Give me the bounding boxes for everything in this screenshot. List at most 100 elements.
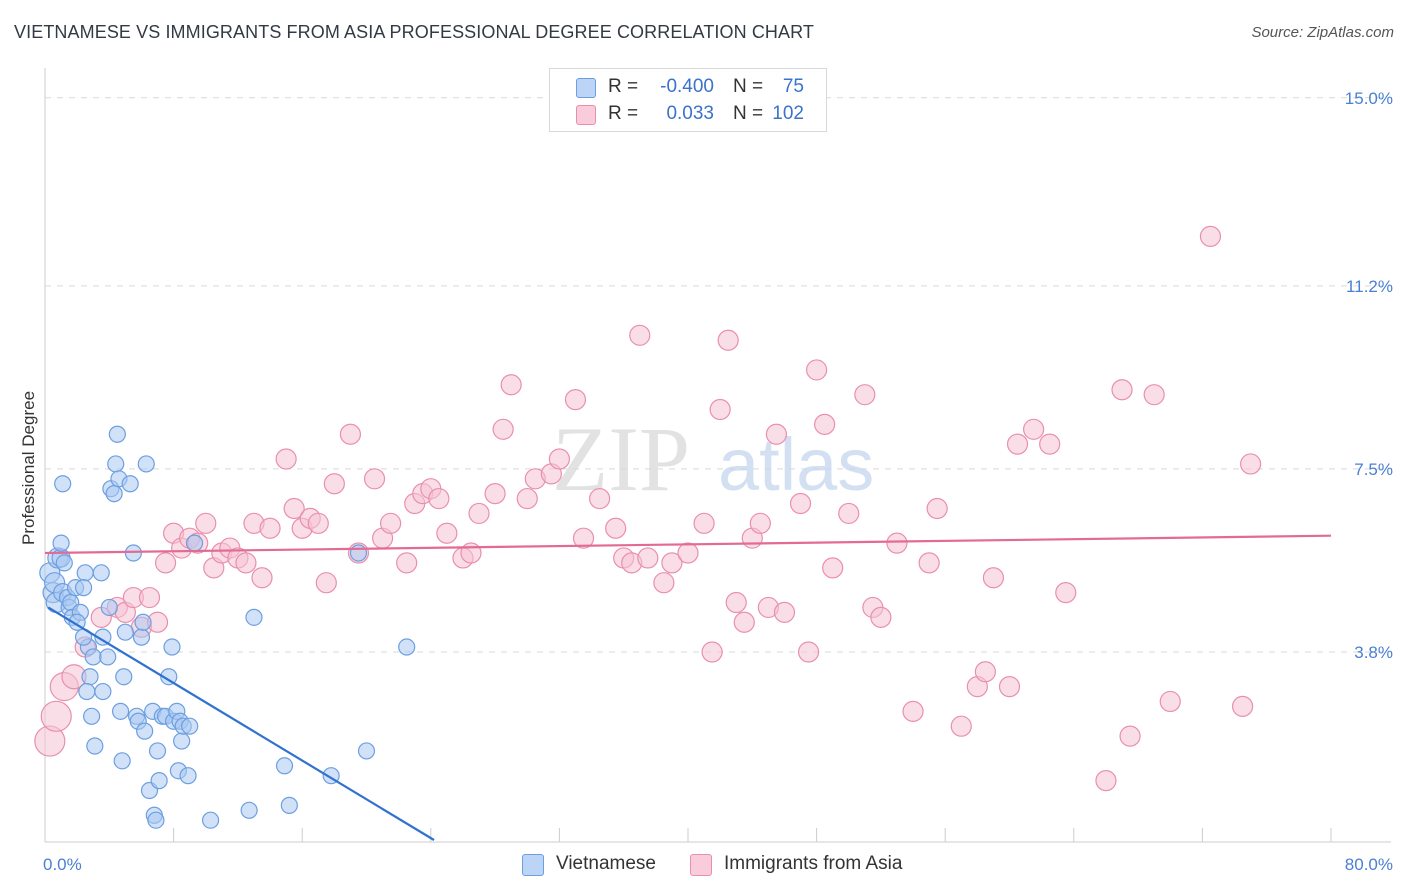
immigrants-from-asia-point [629,324,651,346]
vietnamese-point [398,638,416,656]
vietnamese-point [357,742,376,760]
vietnamese-trendline [47,606,435,841]
immigrants-from-asia-point [1055,581,1077,604]
vietnamese-point [108,425,126,443]
immigrants-from-asia-point [315,572,337,594]
immigrants-from-asia-point [138,586,161,609]
immigrants-from-asia-point [259,517,281,539]
vietnamese-point [116,623,134,641]
immigrants-from-asia-point [588,487,611,510]
immigrants-from-asia-point [926,497,948,520]
immigrants-from-asia-point [500,374,522,396]
vietnamese-point [349,544,368,562]
legend-n-value: 102 [772,103,804,124]
legend-n-label: N = [733,103,764,124]
chart-title: VIETNAMESE VS IMMIGRANTS FROM ASIA PROFE… [14,22,814,42]
legend-swatch-immigrants-from-asia [576,105,596,125]
legend-label: Immigrants from Asia [724,853,903,874]
vietnamese-point [181,717,199,735]
immigrants-from-asia-point [870,606,892,628]
immigrants-from-asia-point [789,492,812,515]
immigrants-from-asia-point [1143,384,1165,406]
immigrants-from-asia-point [725,591,747,614]
immigrants-from-asia-point [717,329,739,351]
immigrants-from-asia-point [380,512,402,534]
immigrants-from-asia-point [1095,770,1117,792]
immigrants-from-asia-point [773,601,796,623]
vietnamese-point [83,707,101,725]
immigrants-from-asia-point [918,552,940,574]
immigrants-from-asia-point [982,567,1005,589]
immigrants-from-asia-point [436,522,458,544]
vietnamese-point [107,455,125,473]
immigrants-from-asia-point [974,661,996,683]
vietnamese-point [105,485,123,503]
immigrants-from-asia-point [564,389,587,411]
immigrants-from-asia-point [339,423,362,445]
x-tick-labels: 0.0% 80.0% [43,855,1393,874]
vietnamese-point [179,767,197,785]
immigrants-from-asia-point [1199,225,1222,247]
legend-swatch-vietnamese [576,78,596,98]
vietnamese-point [275,757,294,775]
immigrants-from-asia-point [805,359,828,381]
vietnamese-point [113,752,131,770]
immigrants-from-asia-point [251,567,273,589]
immigrants-from-asia-point [701,641,723,663]
immigrants-from-asia-point [749,512,771,534]
immigrants-from-asia-point [838,502,860,525]
legend-n-label: N = [733,76,764,97]
vietnamese-point [134,613,152,631]
series-vietnamese [39,425,416,829]
vietnamese-point [76,564,94,582]
vietnamese-point [81,668,99,686]
series-legend: Vietnamese Immigrants from Asia [520,852,940,878]
immigrants-from-asia-point [886,532,908,554]
immigrants-from-asia-point [363,468,386,490]
y-tick-label: 11.2% [1346,277,1393,296]
vietnamese-point [74,579,93,597]
immigrants-from-asia-point [492,418,514,440]
vietnamese-point [150,772,168,790]
vietnamese-point [115,668,133,686]
immigrants-from-asia-point [661,552,683,574]
immigrants-from-asia-point [428,487,450,510]
immigrants-from-asia-point [950,715,972,737]
vietnamese-point [201,811,220,829]
vietnamese-point [54,475,72,493]
vietnamese-point [163,638,181,656]
vietnamese-point [240,801,258,819]
x-tick-label: 80.0% [1345,855,1393,874]
legend-r-label: R = [608,103,639,124]
vietnamese-point [136,722,154,740]
immigrants-from-asia-point [1231,695,1254,718]
immigrants-from-asia-trendline [44,534,1332,555]
y-tick-label: 3.8% [1354,643,1393,662]
y-axis-title: Professional Degree [19,391,38,545]
legend-swatch-vietnamese [522,854,544,876]
immigrants-from-asia-point [572,527,595,549]
immigrants-from-asia-point [154,552,177,574]
vietnamese-point [52,534,70,552]
immigrants-from-asia-point [40,700,72,732]
immigrants-from-asia-point [733,611,755,633]
vietnamese-point [132,628,151,646]
immigrants-from-asia-point [998,676,1021,698]
vietnamese-point [94,628,112,646]
immigrants-from-asia-point [307,512,329,534]
immigrants-from-asia-point [693,512,715,534]
legend-row-vietnamese: R = -0.400 N = 75 [550,74,826,100]
immigrants-from-asia-point [275,448,297,470]
correlation-legend: R = -0.400 N = 75 R = 0.033 N = 102 [549,68,827,132]
watermark: ZIP atlas [552,408,874,510]
immigrants-from-asia-point [235,552,257,574]
y-tick-label: 7.5% [1354,460,1393,479]
vietnamese-point [245,608,263,626]
immigrants-from-asia-point [677,542,699,564]
vietnamese-point [99,648,117,666]
immigrants-from-asia-point [484,483,506,505]
vietnamese-point [55,554,73,572]
immigrants-from-asia-point [637,547,659,569]
vietnamese-point [78,682,96,701]
